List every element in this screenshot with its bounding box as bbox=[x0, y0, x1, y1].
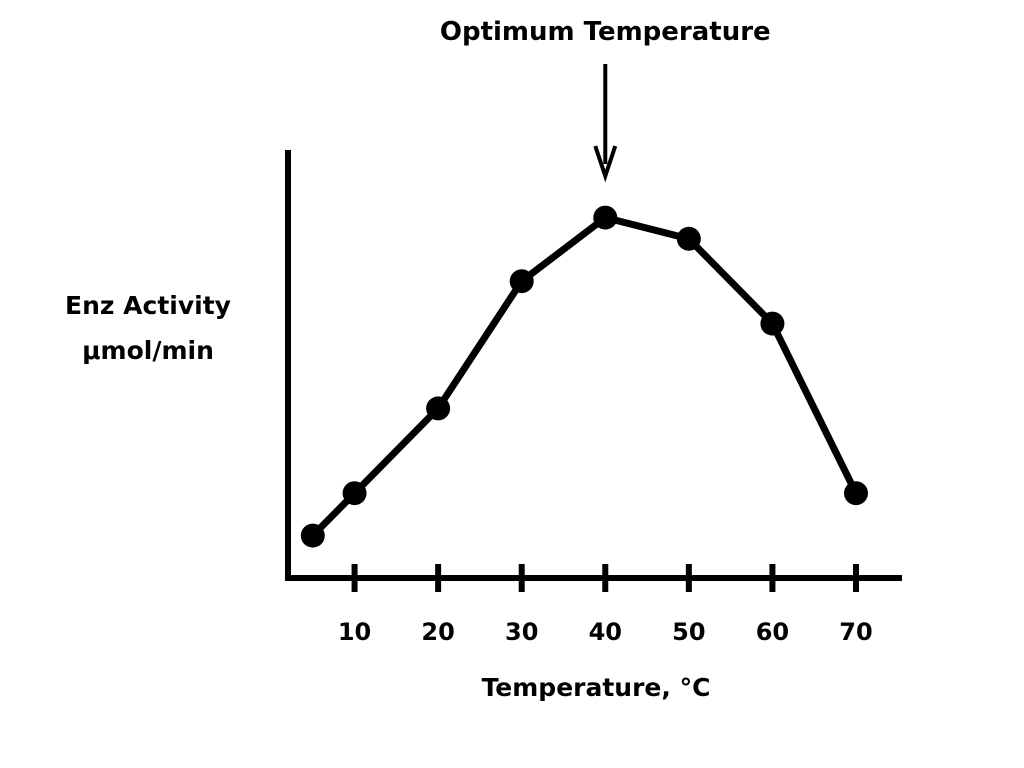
x-axis-label: Temperature, °C bbox=[482, 673, 711, 702]
x-tick-label: 30 bbox=[505, 618, 538, 646]
x-tick-label: 10 bbox=[338, 618, 371, 646]
annotation-arrow-head bbox=[593, 145, 618, 183]
series-line bbox=[309, 214, 860, 540]
data-point bbox=[676, 226, 701, 251]
data-point bbox=[843, 481, 868, 506]
x-ticks bbox=[351, 564, 859, 592]
x-tick-label: 60 bbox=[756, 618, 789, 646]
x-tick-label: 40 bbox=[589, 618, 622, 646]
data-point bbox=[509, 269, 534, 294]
optimum-annotation: Optimum Temperature bbox=[440, 17, 771, 183]
optimum-annotation-text: Optimum Temperature bbox=[440, 17, 771, 47]
y-axis-label-line-2: μmol/min bbox=[82, 336, 214, 365]
x-tick-label: 70 bbox=[839, 618, 872, 646]
x-tick-label: 50 bbox=[672, 618, 705, 646]
data-point bbox=[426, 396, 451, 421]
data-point bbox=[342, 481, 367, 506]
data-point bbox=[593, 205, 618, 230]
y-axis-label-line-1: Enz Activity bbox=[65, 291, 231, 320]
data-point bbox=[300, 523, 325, 548]
series-group bbox=[300, 205, 868, 548]
data-point bbox=[760, 311, 785, 336]
axes bbox=[285, 150, 902, 581]
x-tick-labels: 10 20 30 40 50 60 70 bbox=[338, 618, 873, 646]
x-tick-label: 20 bbox=[421, 618, 454, 646]
